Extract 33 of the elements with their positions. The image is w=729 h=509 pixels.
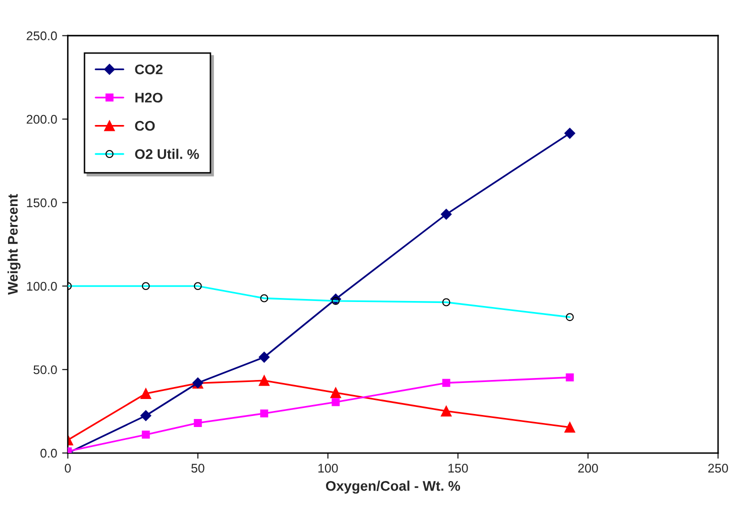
point <box>140 410 152 422</box>
point <box>260 409 268 418</box>
point <box>332 398 340 406</box>
x-axis-title: Oxygen/Coal - Wt. % <box>326 480 460 494</box>
point <box>440 208 452 220</box>
x-tick-label: 200 <box>578 464 598 473</box>
x-tick-label: 100 <box>318 464 338 473</box>
point <box>566 373 574 382</box>
y-tick-label: 100.0 <box>27 282 57 291</box>
y-tick-label: 0.0 <box>40 448 57 458</box>
point <box>330 387 342 398</box>
x-tick-label: 250 <box>708 464 728 473</box>
legend-label: O2 Util. % <box>135 148 199 159</box>
legend-label: H2O <box>135 92 162 103</box>
point <box>440 406 452 416</box>
point <box>442 378 450 387</box>
y-tick-label: 50.0 <box>34 365 57 374</box>
y-tick-label: 250.0 <box>26 31 57 40</box>
y-axis-title: Weight Percent <box>8 194 21 295</box>
legend-label: CO2 <box>135 64 162 74</box>
x-tick-label: 0 <box>64 464 71 473</box>
legend-label: CO <box>135 120 155 131</box>
y-tick-label: 200.0 <box>26 114 57 124</box>
x-tick-label: 150 <box>448 464 468 473</box>
point <box>194 418 202 427</box>
point <box>564 422 576 433</box>
x-tick-label: 50 <box>191 464 204 473</box>
point <box>142 430 150 439</box>
point <box>140 388 152 399</box>
point <box>258 375 270 386</box>
point <box>258 352 270 363</box>
y-tick-label: 150.0 <box>27 198 57 208</box>
point <box>564 128 576 139</box>
